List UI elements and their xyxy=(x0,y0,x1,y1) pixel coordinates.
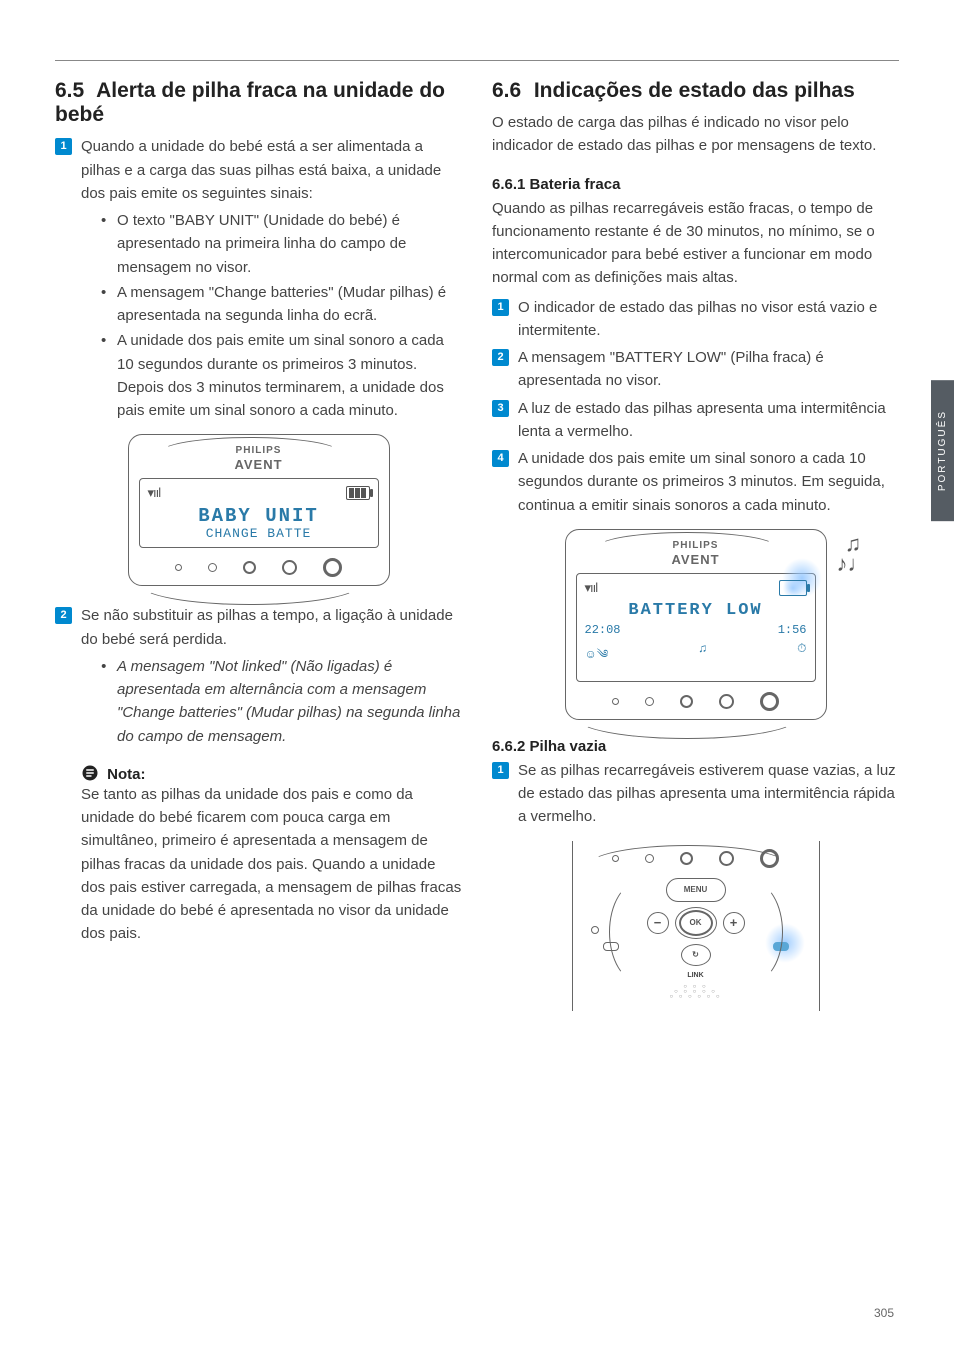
battery-low-icon xyxy=(779,580,807,596)
device-box: ♫♪♩ PHILIPS AVENT ▾ııl BATTERY LOW 22:08 xyxy=(565,529,827,720)
bullet-item: A mensagem "Not linked" (Não ligadas) é … xyxy=(101,655,462,748)
list-item: 3 A luz de estado das pilhas apresenta u… xyxy=(492,397,899,444)
subsection-heading-6-6-1: 6.6.1 Bateria fraca xyxy=(492,176,899,193)
subsection-heading-6-6-2: 6.6.2 Pilha vazia xyxy=(492,738,899,755)
bullet-item: O texto "BABY UNIT" (Unidade do bebé) é … xyxy=(101,209,462,279)
step-text: A unidade dos pais emite um sinal sonoro… xyxy=(518,450,885,514)
numbered-list: 1 Se as pilhas recarregáveis estiverem q… xyxy=(492,759,899,829)
sensitivity-icon: ☺༄ xyxy=(585,641,609,675)
music-notes-icon: ♫♪♩ xyxy=(837,534,870,574)
section-number: 6.5 xyxy=(55,79,91,103)
subsection-intro: Quando as pilhas recarregáveis estão fra… xyxy=(492,197,899,290)
talk-button: ↻ xyxy=(681,944,711,966)
section-heading-6-6: 6.6 Indicações de estado das pilhas xyxy=(492,79,899,103)
bullet-item: A unidade dos pais emite um sinal sonoro… xyxy=(101,329,462,422)
battery-icon xyxy=(346,486,370,500)
page-number: 305 xyxy=(874,1306,894,1320)
note-heading-row: Nota: xyxy=(81,764,462,783)
link-label: LINK xyxy=(687,972,703,979)
device-screen: ▾ııl BABY UNIT CHANGE BATTE xyxy=(139,478,379,548)
note-icon xyxy=(81,764,99,782)
list-item: 4 A unidade dos pais emite um sinal sono… xyxy=(492,447,899,517)
section-number: 6.6 xyxy=(492,79,528,103)
numbered-list: 1 Quando a unidade do bebé está a ser al… xyxy=(55,135,462,422)
section-title: Alerta de pilha fraca na unidade do bebé xyxy=(55,79,445,126)
right-column: 6.6 Indicações de estado das pilhas O es… xyxy=(492,79,899,1029)
bullet-item: A mensagem "Change batteries" (Mudar pil… xyxy=(101,281,462,328)
left-column: 6.5 Alerta de pilha fraca na unidade do … xyxy=(55,79,462,1029)
step-text: O indicador de estado das pilhas no viso… xyxy=(518,299,877,339)
music-icon: ♫ xyxy=(698,641,707,675)
signal-icon: ▾ııl xyxy=(148,485,161,501)
device-buttons-box: MENU − OK + ↻ LINK xyxy=(572,841,820,1011)
step-badge: 4 xyxy=(492,450,509,467)
device-figure-1: PHILIPS AVENT ▾ııl BABY UNIT CHANGE BATT… xyxy=(55,434,462,586)
step-text: Se não substituir as pilhas a tempo, a l… xyxy=(81,607,453,647)
step-text: Se as pilhas recarregáveis estiverem qua… xyxy=(518,762,896,826)
speaker-dots-icon: ○ ○ ○○ ○ ○ ○ ○○ ○ ○ ○ ○ ○ xyxy=(581,985,811,1001)
numbered-list: 1 O indicador de estado das pilhas no vi… xyxy=(492,296,899,517)
timer-icon: ⏱ xyxy=(797,641,806,675)
device-box: PHILIPS AVENT ▾ııl BABY UNIT CHANGE BATT… xyxy=(128,434,390,586)
device-figure-2: ♫♪♩ PHILIPS AVENT ▾ııl BATTERY LOW 22:08 xyxy=(492,529,899,720)
step-text: A luz de estado das pilhas apresenta uma… xyxy=(518,400,886,440)
section-title: Indicações de estado das pilhas xyxy=(534,79,855,102)
list-item: 1 O indicador de estado das pilhas no vi… xyxy=(492,296,899,343)
time-left: 22:08 xyxy=(585,623,621,637)
section-intro: O estado de carga das pilhas é indicado … xyxy=(492,111,899,158)
list-item: 1 Se as pilhas recarregáveis estiverem q… xyxy=(492,759,899,829)
time-right: 1:56 xyxy=(778,623,807,637)
device-screen: ▾ııl BATTERY LOW 22:08 1:56 ☺༄ ♫ ⏱ xyxy=(576,573,816,682)
status-led-icon xyxy=(591,926,599,934)
list-item: 2 A mensagem "BATTERY LOW" (Pilha fraca)… xyxy=(492,346,899,393)
language-tab: PORTUGUÊS xyxy=(931,380,954,521)
screen-line-1: BABY UNIT xyxy=(148,507,370,526)
step-badge: 3 xyxy=(492,400,509,417)
screen-time-row: 22:08 1:56 xyxy=(585,623,807,637)
numbered-list: 2 Se não substituir as pilhas a tempo, a… xyxy=(55,604,462,748)
screen-icon-row: ☺༄ ♫ ⏱ xyxy=(585,641,807,675)
screen-line-2: CHANGE BATTE xyxy=(148,526,370,541)
screen-line-1: BATTERY LOW xyxy=(585,602,807,619)
list-item: 1 Quando a unidade do bebé está a ser al… xyxy=(55,135,462,422)
step-text: A mensagem "BATTERY LOW" (Pilha fraca) é… xyxy=(518,349,824,389)
step-badge: 2 xyxy=(492,349,509,366)
bullet-list: A mensagem "Not linked" (Não ligadas) é … xyxy=(101,655,462,748)
step-text: Quando a unidade do bebé está a ser alim… xyxy=(81,138,441,202)
step-badge: 1 xyxy=(492,762,509,779)
note-text: Se tanto as pilhas da unidade dos pais e… xyxy=(81,783,462,946)
step-badge: 1 xyxy=(55,138,72,155)
section-heading-6-5: 6.5 Alerta de pilha fraca na unidade do … xyxy=(55,79,462,127)
signal-icon: ▾ııl xyxy=(585,580,598,596)
bullet-list: O texto "BABY UNIT" (Unidade do bebé) é … xyxy=(101,209,462,422)
device-figure-3: MENU − OK + ↻ LINK xyxy=(492,841,899,1011)
list-item: 2 Se não substituir as pilhas a tempo, a… xyxy=(55,604,462,748)
ok-button: OK xyxy=(679,910,713,936)
step-badge: 2 xyxy=(55,607,72,624)
note-label: Nota: xyxy=(107,766,145,783)
note-block: Nota: Se tanto as pilhas da unidade dos … xyxy=(81,764,462,946)
step-badge: 1 xyxy=(492,299,509,316)
